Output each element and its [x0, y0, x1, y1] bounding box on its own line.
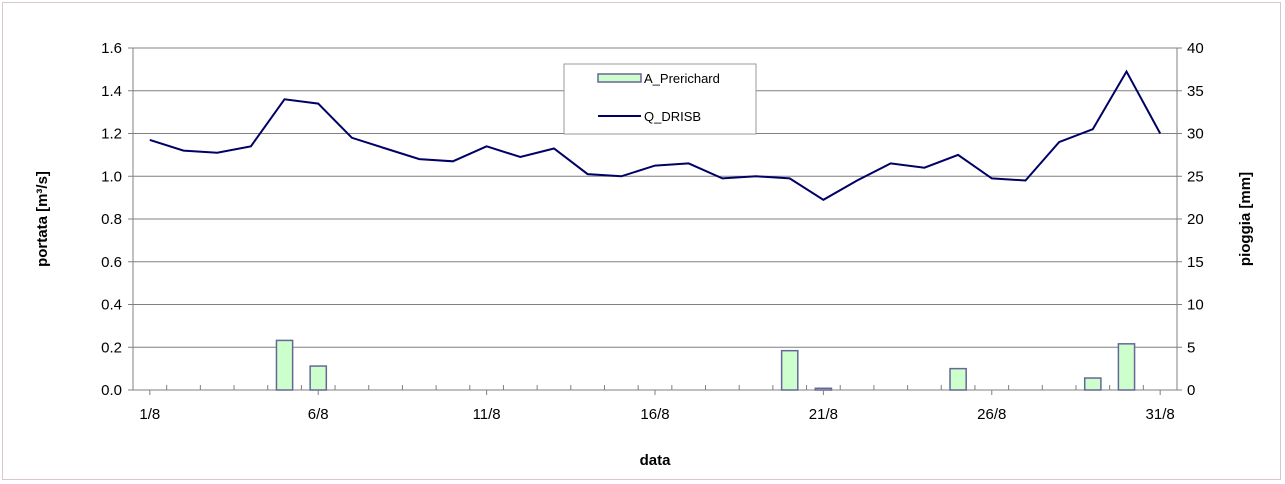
x-axis-title: data [640, 452, 672, 469]
y-left-tick-label: 0.0 [101, 382, 122, 399]
y-right-tick-label: 0 [1187, 382, 1195, 399]
x-tick-label: 1/8 [139, 406, 160, 423]
y-right-tick-label: 10 [1187, 297, 1204, 314]
bar-a-prerichard [814, 387, 833, 391]
bar-a-prerichard [309, 365, 328, 391]
y-left-tick-label: 0.4 [101, 297, 122, 314]
bar-a-prerichard [949, 367, 967, 391]
y-left-tick-label: 0.8 [101, 211, 122, 228]
x-tick-label: 26/8 [977, 406, 1006, 423]
y-left-tick-label: 1.6 [101, 40, 122, 57]
y-right-axis-title: pioggia [mm] [1237, 172, 1254, 266]
x-tick-label: 6/8 [308, 406, 329, 423]
y-left-tick-label: 1.4 [101, 83, 122, 100]
y-right-tick-label: 40 [1187, 40, 1204, 57]
y-left-axis-title: portata [m³/s] [34, 171, 51, 267]
x-tick-label: 11/8 [473, 406, 501, 423]
legend: A_Prerichard Q_DRISB [563, 63, 757, 135]
x-tick-label: 21/8 [809, 406, 838, 423]
line-q-drisb [149, 69, 1162, 201]
bar-a-prerichard [275, 339, 294, 391]
x-tick-label: 16/8 [640, 406, 669, 423]
y-right-ticks: 0 5 10 15 20 25 30 35 40 [1177, 40, 1204, 399]
y-left-ticks: 0.0 0.2 0.4 0.6 0.8 1.0 1.2 1.4 1.6 [101, 40, 133, 399]
y-left-tick-label: 0.6 [101, 254, 122, 271]
x-tick-label: 31/8 [1146, 406, 1175, 423]
bar-a-prerichard [1083, 377, 1102, 391]
y-left-tick-label: 1.0 [101, 168, 122, 185]
y-right-tick-label: 25 [1187, 168, 1204, 185]
y-right-tick-label: 30 [1187, 126, 1204, 143]
y-right-tick-label: 15 [1187, 254, 1204, 271]
bars-series [275, 339, 1136, 391]
y-left-tick-label: 1.2 [101, 126, 122, 143]
y-left-tick-label: 0.2 [101, 339, 122, 356]
legend-label-a-prerichard: A_Prerichard [644, 71, 720, 86]
bar-a-prerichard [1117, 343, 1136, 391]
legend-box [563, 63, 757, 135]
line-series [149, 69, 1162, 201]
legend-bar-swatch [597, 73, 642, 83]
y-right-tick-label: 5 [1187, 339, 1195, 356]
y-right-tick-label: 20 [1187, 211, 1204, 228]
legend-label-q-drisb: Q_DRISB [644, 109, 701, 124]
bar-a-prerichard [780, 349, 799, 391]
x-axis-ticks: 1/8 6/8 11/8 16/8 21/8 26/8 31/8 [132, 385, 1178, 423]
y-right-tick-label: 35 [1187, 83, 1204, 100]
